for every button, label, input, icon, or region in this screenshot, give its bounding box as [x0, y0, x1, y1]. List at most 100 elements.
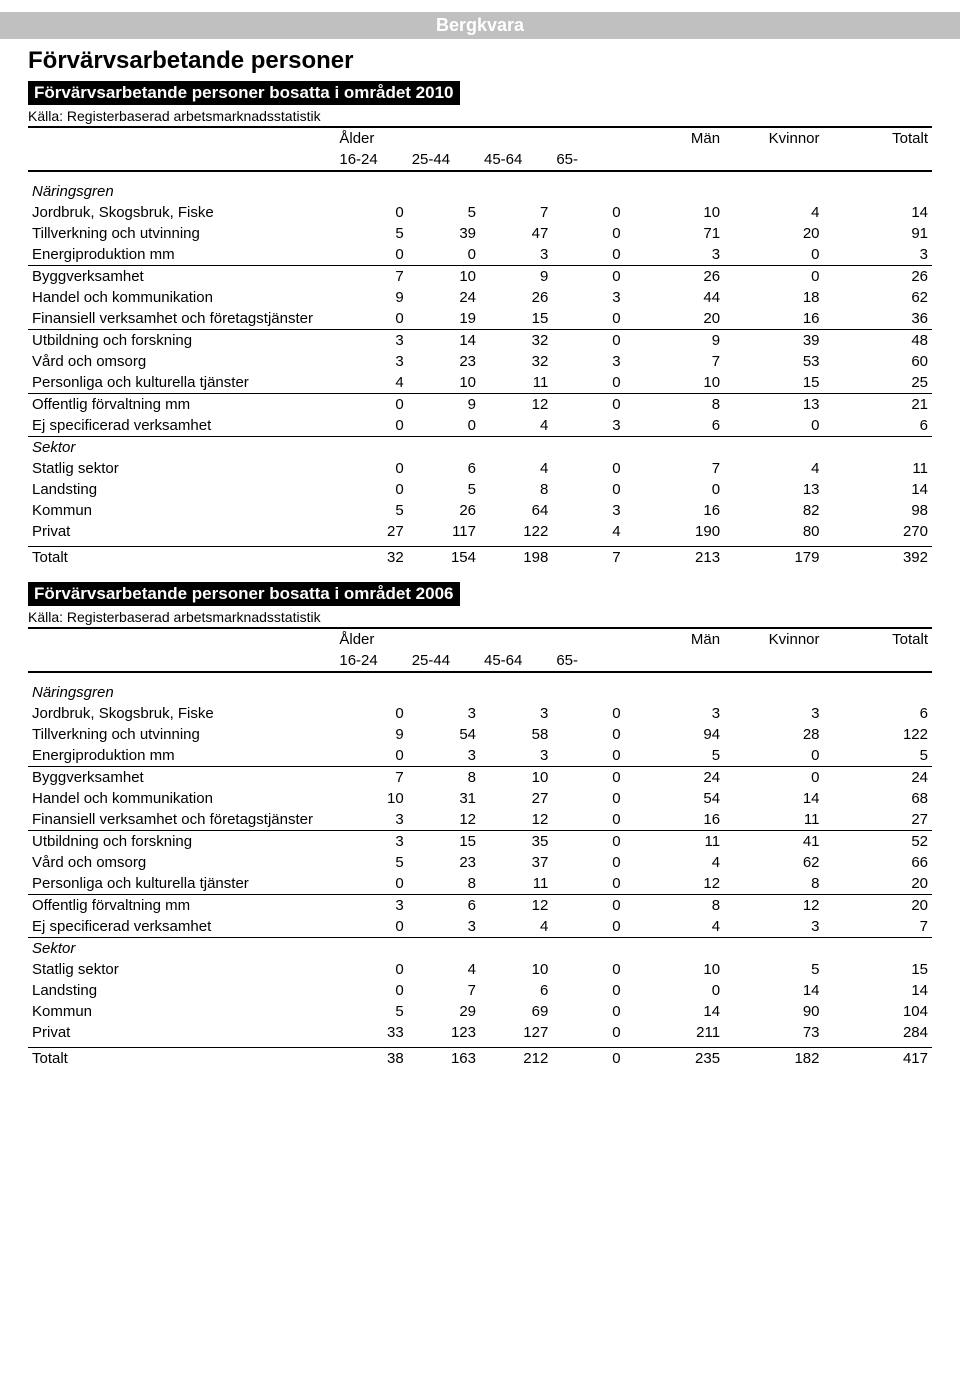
cell-value: 0 [724, 266, 823, 288]
table-row: Handel och kommunikation924263441862 [28, 287, 932, 308]
cell-value: 3 [552, 287, 624, 308]
cell-value: 20 [625, 308, 724, 330]
cell-value: 12 [480, 895, 552, 917]
cell-value: 23 [408, 351, 480, 372]
cell-value: 5 [408, 202, 480, 223]
cell-value: 71 [625, 223, 724, 244]
cell-value: 212 [480, 1048, 552, 1070]
cell-value: 14 [408, 330, 480, 352]
cell-value: 4 [408, 959, 480, 980]
cell-value: 0 [552, 1048, 624, 1070]
cell-value: 0 [552, 308, 624, 330]
cell-value: 16 [625, 500, 724, 521]
cell-value: 28 [724, 724, 823, 745]
table-row: Handel och kommunikation1031270541468 [28, 788, 932, 809]
cell-value: 29 [408, 1001, 480, 1022]
cell-value: 24 [824, 767, 933, 789]
col-header-kvinnor: Kvinnor [724, 127, 823, 149]
cell-value: 62 [824, 287, 933, 308]
cell-value: 190 [625, 521, 724, 542]
cell-value: 4 [724, 202, 823, 223]
cell-value: 9 [335, 724, 407, 745]
row-label: Finansiell verksamhet och företagstjänst… [28, 308, 335, 330]
cell-value: 3 [625, 703, 724, 724]
total-label: Totalt [28, 547, 335, 569]
cell-value: 0 [552, 1001, 624, 1022]
table-row: Landsting076001414 [28, 980, 932, 1001]
cell-value: 0 [335, 202, 407, 223]
cell-value: 26 [625, 266, 724, 288]
cell-value: 154 [408, 547, 480, 569]
group-label: Sektor [28, 437, 335, 459]
table-row: Tillverkning och utvinning539470712091 [28, 223, 932, 244]
cell-value: 53 [724, 351, 823, 372]
cell-value: 54 [408, 724, 480, 745]
cell-value: 6 [625, 415, 724, 437]
cell-value: 16 [625, 809, 724, 831]
cell-value: 5 [335, 1001, 407, 1022]
cell-value: 6 [408, 458, 480, 479]
cell-value: 37 [480, 852, 552, 873]
cell-value: 5 [408, 479, 480, 500]
cell-value: 0 [552, 244, 624, 266]
table-row: Statlig sektor06407411 [28, 458, 932, 479]
cell-value: 284 [824, 1022, 933, 1043]
cell-value: 13 [724, 394, 823, 416]
table-row: Ej specificerad verksamhet0043606 [28, 415, 932, 437]
row-label: Landsting [28, 980, 335, 1001]
row-label: Handel och kommunikation [28, 287, 335, 308]
cell-value: 5 [335, 223, 407, 244]
col-header-age: 16-24 [335, 149, 407, 171]
cell-value: 12 [625, 873, 724, 895]
row-label: Privat [28, 521, 335, 542]
cell-value: 8 [625, 394, 724, 416]
cell-value: 0 [335, 745, 407, 767]
cell-value: 7 [824, 916, 933, 938]
table-row: Byggverksamhet7810024024 [28, 767, 932, 789]
cell-value: 0 [335, 916, 407, 938]
cell-value: 32 [480, 330, 552, 352]
row-label: Statlig sektor [28, 959, 335, 980]
table-row: Finansiell verksamhet och företagstjänst… [28, 308, 932, 330]
table-row: Landsting058001314 [28, 479, 932, 500]
cell-value: 15 [724, 372, 823, 394]
cell-value: 8 [408, 873, 480, 895]
cell-value: 6 [824, 415, 933, 437]
cell-value: 80 [724, 521, 823, 542]
cell-value: 0 [625, 479, 724, 500]
row-label: Utbildning och forskning [28, 831, 335, 853]
table-row: Vård och omsorg52337046266 [28, 852, 932, 873]
cell-value: 12 [480, 809, 552, 831]
data-table: ÅlderMänKvinnorTotalt16-2425-4445-6465-N… [28, 126, 932, 568]
col-header-age: 65- [552, 149, 624, 171]
row-label: Offentlig förvaltning mm [28, 394, 335, 416]
cell-value: 62 [724, 852, 823, 873]
row-label: Privat [28, 1022, 335, 1043]
cell-value: 3 [335, 831, 407, 853]
cell-value: 41 [724, 831, 823, 853]
cell-value: 10 [625, 202, 724, 223]
cell-value: 3 [625, 244, 724, 266]
cell-value: 3 [335, 895, 407, 917]
cell-value: 6 [824, 703, 933, 724]
row-label: Handel och kommunikation [28, 788, 335, 809]
table-row: Energiproduktion mm0330505 [28, 745, 932, 767]
col-header-age: 65- [552, 650, 624, 672]
cell-value: 58 [480, 724, 552, 745]
table-row: Offentlig förvaltning mm3612081220 [28, 895, 932, 917]
table-row: Finansiell verksamhet och företagstjänst… [28, 809, 932, 831]
cell-value: 4 [480, 415, 552, 437]
cell-value: 10 [625, 959, 724, 980]
col-header-alder: Ålder [335, 127, 407, 149]
table-row: Personliga och kulturella tjänster410110… [28, 372, 932, 394]
cell-value: 0 [552, 895, 624, 917]
cell-value: 392 [824, 547, 933, 569]
table-row: Utbildning och forskning315350114152 [28, 831, 932, 853]
cell-value: 0 [724, 745, 823, 767]
cell-value: 4 [480, 458, 552, 479]
table-row: Utbildning och forskning31432093948 [28, 330, 932, 352]
cell-value: 6 [408, 895, 480, 917]
cell-value: 48 [824, 330, 933, 352]
cell-value: 69 [480, 1001, 552, 1022]
table-row: Privat27117122419080270 [28, 521, 932, 542]
